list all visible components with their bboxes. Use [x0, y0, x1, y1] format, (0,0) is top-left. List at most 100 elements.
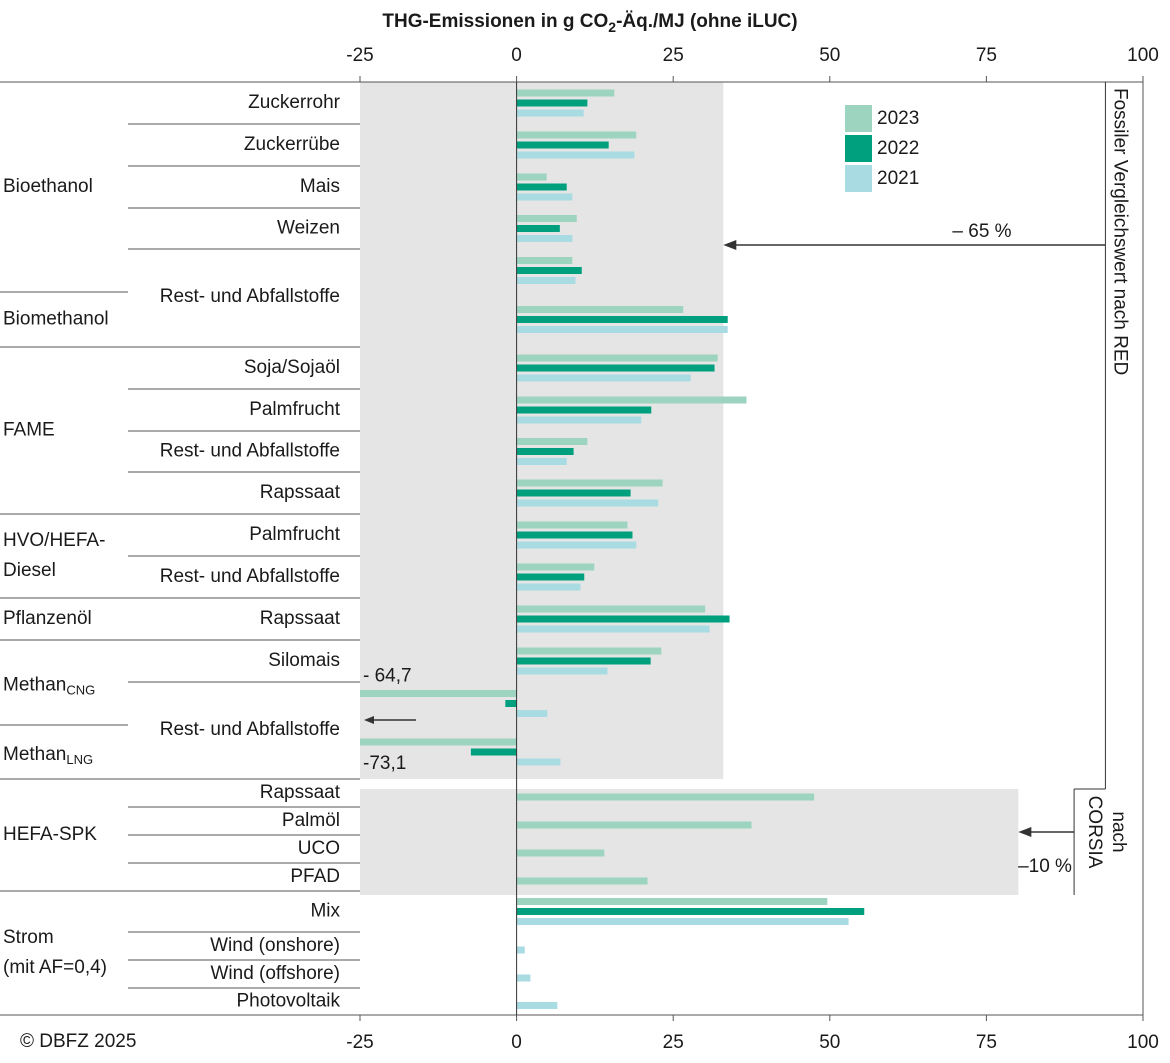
- category-label: UCO: [298, 838, 340, 859]
- bar: [516, 1002, 558, 1009]
- reference-text: Fossiler Vergleichswert nach RED: [1109, 88, 1130, 375]
- category-label: Rest- und Abfallstoffe: [160, 441, 340, 462]
- bar: [516, 257, 573, 264]
- x-tick-label: 0: [511, 45, 522, 66]
- bar: [516, 316, 728, 323]
- corsia-arrowhead: [1018, 827, 1032, 837]
- x-tick-label: 25: [663, 45, 684, 66]
- group-label-sub: CNG: [66, 683, 95, 698]
- bar: [516, 354, 718, 362]
- bar: [516, 821, 752, 829]
- bar: [516, 183, 567, 191]
- corsia-target-label: –10 %: [1018, 856, 1072, 877]
- bar: [360, 690, 517, 697]
- category-label: Photovoltaik: [236, 991, 340, 1012]
- bar: [516, 541, 637, 549]
- bar: [516, 946, 525, 954]
- bar: [516, 974, 531, 982]
- bar: [516, 657, 651, 665]
- x-tick-label: 50: [819, 45, 840, 66]
- category-label: PFAD: [290, 866, 340, 887]
- category-label: Rest- und Abfallstoffe: [160, 286, 340, 307]
- bar: [516, 141, 609, 149]
- legend-label: 2021: [877, 168, 919, 189]
- bar: [516, 99, 588, 107]
- category-label: Wind (onshore): [210, 935, 340, 956]
- legend-label: 2023: [877, 108, 919, 129]
- category-label: Rest- und Abfallstoffe: [160, 566, 340, 587]
- target-label: – 65 %: [952, 221, 1011, 242]
- bar: [516, 521, 628, 529]
- bar: [516, 849, 605, 857]
- bar: [516, 326, 728, 333]
- bar: [516, 406, 652, 414]
- category-label: Palmfrucht: [249, 524, 341, 545]
- shade-corsia: [360, 789, 1019, 895]
- x-tick-label: 75: [976, 45, 997, 66]
- bar: [516, 215, 577, 222]
- bar: [516, 647, 662, 655]
- x-tick-label: 50: [819, 1032, 840, 1053]
- bar: [516, 438, 588, 445]
- group-label: Biomethanol: [3, 309, 109, 330]
- category-label: Zuckerrübe: [244, 134, 340, 155]
- bar: [516, 89, 615, 97]
- category-label: Soja/Sojaöl: [244, 357, 340, 378]
- x-tick-label: 25: [663, 1032, 684, 1053]
- bar: [516, 277, 576, 284]
- bar: [516, 396, 747, 404]
- x-tick-label: -25: [346, 1032, 373, 1053]
- x-tick-label: 100: [1127, 45, 1159, 66]
- bar: [516, 667, 608, 675]
- group-label: HVO/HEFA-: [3, 530, 105, 551]
- group-label: MethanCNG: [3, 675, 95, 698]
- x-tick-label: 0: [511, 1032, 522, 1053]
- group-label: FAME: [3, 420, 55, 441]
- bar: [516, 531, 633, 539]
- bars: [360, 89, 865, 1009]
- offscale-arrowhead: [364, 716, 374, 724]
- group-label: Bioethanol: [3, 176, 93, 197]
- legend-swatch: [845, 105, 872, 132]
- value-label: - 64,7: [363, 666, 412, 687]
- category-label: Zuckerrohr: [248, 92, 341, 113]
- bar: [516, 267, 582, 274]
- bar: [516, 193, 573, 201]
- group-label: Diesel: [3, 560, 56, 581]
- group-label-name: Methan: [3, 675, 66, 696]
- bar: [516, 908, 865, 915]
- group-label: (mit AF=0,4): [3, 957, 107, 978]
- bar: [470, 748, 517, 756]
- bar: [516, 448, 574, 455]
- bar: [516, 458, 567, 465]
- category-label: Rest- und Abfallstoffe: [160, 719, 340, 740]
- category-label: Silomais: [268, 650, 340, 671]
- category-label: Weizen: [277, 218, 340, 239]
- bar: [516, 499, 659, 507]
- x-tick-label: 100: [1127, 1032, 1159, 1053]
- bar: [516, 573, 585, 581]
- bar: [516, 615, 730, 623]
- x-tick-label: -25: [346, 45, 373, 66]
- bar: [516, 625, 710, 633]
- bar: [505, 700, 517, 707]
- bar: [516, 489, 631, 497]
- bar: [516, 583, 581, 591]
- category-label: Rapssaat: [260, 482, 341, 503]
- corsia-text: nach: [1108, 811, 1129, 852]
- bar: [516, 479, 663, 487]
- bar: [516, 605, 706, 613]
- target-arrowhead: [723, 240, 737, 250]
- bar: [516, 151, 635, 159]
- group-label: HEFA-SPK: [3, 824, 97, 845]
- bar: [516, 374, 691, 382]
- bar: [516, 364, 715, 372]
- value-label: -73,1: [363, 753, 406, 774]
- bar: [516, 793, 815, 801]
- bar: [516, 710, 548, 717]
- bar: [516, 225, 560, 232]
- legend-label: 2022: [877, 138, 919, 159]
- category-label: Wind (offshore): [210, 963, 340, 984]
- credit: © DBFZ 2025: [20, 1031, 136, 1052]
